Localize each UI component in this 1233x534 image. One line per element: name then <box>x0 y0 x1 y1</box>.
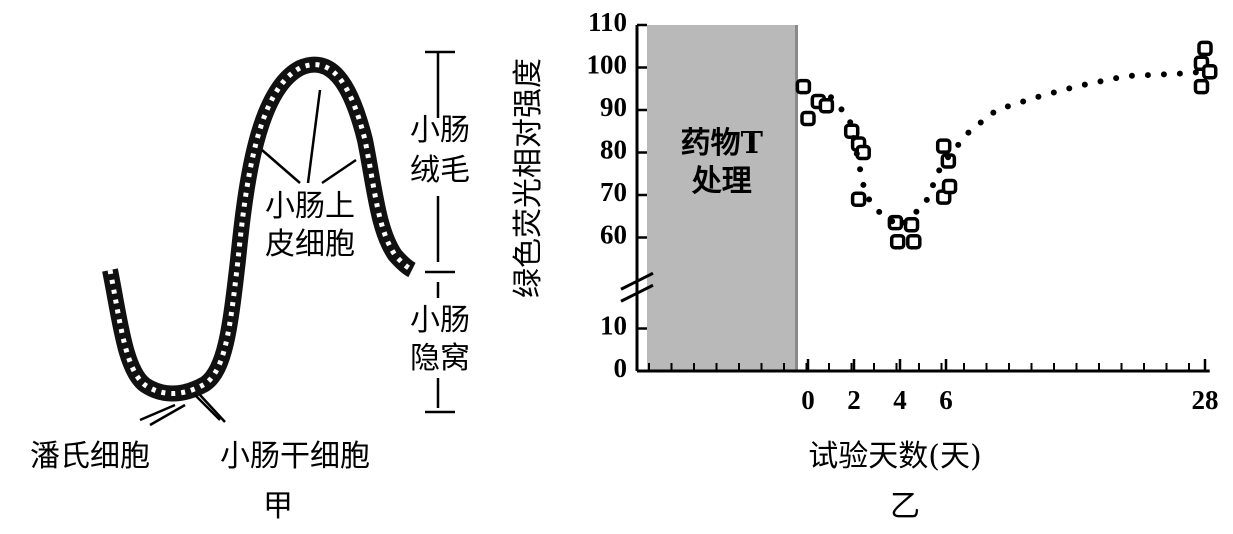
x-tick-label: 4 <box>893 385 907 415</box>
y-tick-label: 60 <box>600 220 627 250</box>
x-tick-label: 28 <box>1192 385 1219 415</box>
chart: 绿色荧光相对强度 试验天数(天) 乙 <box>511 58 982 524</box>
x-tick-label: 0 <box>801 385 815 415</box>
y-tick-label: 80 <box>600 135 627 165</box>
villus-label: 小肠 <box>410 113 470 148</box>
caption: 乙 <box>890 489 920 524</box>
trend-line <box>828 68 1208 231</box>
treatment-label: 药物T <box>681 126 764 161</box>
crypt-label: 隐窝 <box>410 341 470 376</box>
y-axis-title: 绿色荧光相对强度 <box>511 58 546 298</box>
data-point <box>941 178 958 195</box>
treatment-label: 处理 <box>691 164 752 199</box>
crypt-label: 小肠 <box>410 303 470 338</box>
caption: 甲 <box>263 489 293 524</box>
villus-label: 绒毛 <box>410 153 470 188</box>
data-point <box>889 234 906 250</box>
x-axis-title: 试验天数(天) <box>808 439 981 474</box>
axis-break <box>620 271 654 291</box>
data-point <box>1201 64 1218 80</box>
data-point <box>795 78 812 95</box>
treatment-region <box>647 25 797 371</box>
data-point <box>935 138 952 154</box>
data-point <box>903 217 920 233</box>
stem-label: 小肠干细胞 <box>220 439 370 474</box>
y-tick-label: 100 <box>587 50 628 80</box>
axis-break <box>620 283 654 303</box>
paneth-label: 潘氏细胞 <box>30 439 150 474</box>
villus-diagram: 小肠 绒毛 小肠上 皮细胞 小肠 隐窝 潘氏细胞 小肠干细胞 甲 <box>30 50 470 524</box>
data-point <box>906 234 922 250</box>
y-tick-label: 0 <box>614 353 628 383</box>
x-tick-label: 6 <box>939 385 953 415</box>
villus-epithelium <box>102 56 416 402</box>
data-point <box>1197 40 1213 57</box>
data-point <box>800 110 816 127</box>
y-tick-label: 70 <box>600 177 627 207</box>
data-point <box>1193 78 1210 95</box>
y-tick-label: 90 <box>600 92 627 122</box>
epithelial-label: 皮细胞 <box>265 227 355 262</box>
y-tick-label: 110 <box>588 7 627 37</box>
data-point <box>818 98 835 114</box>
x-tick-label: 2 <box>847 385 861 415</box>
arrows <box>139 50 455 427</box>
epithelial-label: 小肠上 <box>265 189 355 224</box>
data-point <box>843 123 860 139</box>
data-point <box>850 191 867 207</box>
y-tick-label: 10 <box>600 311 627 341</box>
